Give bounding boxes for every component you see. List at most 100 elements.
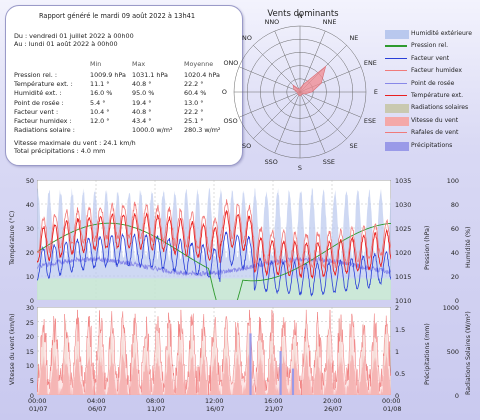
wind-rose-spoke bbox=[253, 45, 301, 93]
stats-row-5-min: 12.0 ° bbox=[90, 117, 110, 125]
stats-row-3-avg: 13.0 ° bbox=[184, 98, 204, 107]
pressure-tick: 1015 bbox=[395, 273, 412, 281]
temperature-tick: 10 bbox=[25, 273, 34, 281]
legend-swatch bbox=[385, 94, 407, 97]
legend-label: Radiations solaires bbox=[411, 104, 469, 112]
stats-row-2-max: 95.0 % bbox=[132, 89, 155, 98]
wind-rose-spoke bbox=[299, 91, 347, 139]
wind-direction-label: N bbox=[297, 12, 303, 20]
legend-label: Humidité extérieure bbox=[411, 30, 473, 37]
humidity-axis-label: Humidité (%) bbox=[465, 226, 472, 268]
legend-label: Précipitations bbox=[411, 141, 453, 149]
legend-label: Température ext. bbox=[411, 91, 464, 99]
pressure-tick: 1010 bbox=[395, 297, 412, 305]
column-header-avg: Moyenne bbox=[184, 60, 214, 68]
wind-direction-label: SO bbox=[242, 141, 252, 150]
wind-direction-label: NO bbox=[242, 34, 252, 43]
x-axis-date-tick: 01/07 bbox=[29, 405, 48, 413]
wind-rose-chart bbox=[233, 25, 367, 159]
stats-row-5-label: Facteur humidex : bbox=[14, 117, 72, 125]
temperature-tick: 30 bbox=[25, 225, 34, 233]
stats-row-3-max: 19.4 ° bbox=[132, 98, 152, 107]
precipitation-bar bbox=[279, 351, 282, 395]
x-axis-date-tick: 11/07 bbox=[147, 405, 166, 413]
wind-speed-tick: 30 bbox=[25, 304, 34, 312]
stats-row-6-max: 1000.0 w/m² bbox=[132, 126, 173, 135]
wind-speed-tick: 25 bbox=[25, 318, 34, 327]
x-axis-time-tick: 08:00 bbox=[146, 397, 165, 405]
wind-direction-label: NNO bbox=[264, 17, 280, 26]
solar-radiation-axis-label: Radiations Solaires (W/m²) bbox=[465, 311, 472, 395]
wind-rose-spoke bbox=[299, 30, 326, 93]
legend-item: Point de rosée bbox=[385, 78, 477, 90]
wind-rose-spoke bbox=[299, 91, 326, 154]
stats-row-1-max: 40.8 ° bbox=[132, 80, 152, 89]
wind-direction-label: OSO bbox=[223, 117, 238, 126]
temperature-tick: 20 bbox=[25, 249, 34, 257]
wind-max-text: Vitesse maximale du vent : 24.1 km/h bbox=[14, 139, 136, 147]
temperature-line bbox=[37, 209, 391, 279]
pressure-tick: 1035 bbox=[395, 177, 412, 185]
wind-direction-label: ESE bbox=[363, 117, 377, 126]
stats-row-0-label: Pression rel. : bbox=[14, 71, 57, 79]
column-header-min: Min bbox=[90, 60, 102, 68]
wind-rain-solar-chart bbox=[37, 307, 391, 395]
legend-swatch bbox=[385, 70, 407, 72]
legend-swatch bbox=[385, 82, 407, 84]
wind-direction-label: NE bbox=[349, 34, 359, 43]
wind-direction-label: SE bbox=[349, 141, 358, 150]
legend-swatch bbox=[385, 141, 409, 151]
legend-label: Rafales de vent bbox=[411, 129, 459, 137]
x-axis-time-tick: 16:00 bbox=[264, 397, 283, 405]
pressure-tick: 1020 bbox=[395, 249, 412, 257]
precipitation-tick: 2 bbox=[395, 304, 400, 312]
solar-radiation-tick: 1000 bbox=[442, 304, 459, 312]
humidex-line bbox=[37, 199, 391, 270]
wind-direction-label: NNE bbox=[322, 17, 337, 26]
stats-row-5-avg: 25.1 ° bbox=[184, 117, 204, 125]
stats-row-1-avg: 22.2 ° bbox=[184, 80, 204, 89]
legend-item: Facteur humidex bbox=[385, 65, 477, 77]
stats-row-3-label: Point de rosée : bbox=[14, 98, 64, 107]
x-axis-time-tick: 04:00 bbox=[87, 397, 106, 405]
legend-swatch bbox=[385, 57, 407, 59]
wind-chill-line bbox=[37, 231, 391, 297]
temperature-axis-label: Température (°C) bbox=[9, 210, 16, 265]
stats-row-1-min: 11.1 ° bbox=[90, 80, 110, 89]
stats-row-2-label: Humidité ext. : bbox=[14, 89, 62, 98]
humidity-tick: 20 bbox=[450, 273, 459, 281]
precipitation-tick: 1 bbox=[395, 348, 400, 356]
wind-speed-axis-label: Vitesse du vent (km/h) bbox=[9, 313, 16, 385]
x-axis-date-tick: 16/07 bbox=[206, 405, 225, 413]
humidity-lower-band bbox=[37, 278, 391, 300]
stats-row-4-max: 40.8 ° bbox=[132, 107, 152, 116]
stats-row-5-max: 43.4 ° bbox=[132, 117, 152, 125]
legend-swatch bbox=[385, 45, 407, 47]
legend-swatch bbox=[385, 104, 409, 114]
stats-row-2-min: 16.0 % bbox=[90, 89, 113, 98]
wind-speed-tick: 0 bbox=[29, 391, 34, 400]
x-axis-time-tick: 00:00 bbox=[382, 397, 401, 405]
legend-label: Point de rosée bbox=[411, 79, 455, 87]
humidity-tick: 40 bbox=[450, 249, 459, 257]
column-header-max: Max bbox=[132, 60, 146, 68]
x-axis-time-tick: 12:00 bbox=[205, 397, 224, 405]
x-axis-date-tick: 21/07 bbox=[265, 405, 284, 413]
stats-row-0-min: 1009.9 hPa bbox=[90, 71, 126, 79]
wind-rose-spoke bbox=[253, 91, 301, 139]
stats-row-3-min: 5.4 ° bbox=[90, 98, 106, 107]
wind-rose-title: Vents dominants bbox=[267, 9, 339, 19]
wind-direction-label: O bbox=[221, 88, 227, 96]
wind-direction-label: S bbox=[297, 164, 302, 172]
wind-gust-line bbox=[37, 309, 391, 395]
pressure-axis-label: Pression (hPa) bbox=[424, 225, 431, 270]
x-axis-date-tick: 01/08 bbox=[383, 405, 402, 413]
stats-row-1-label: Température ext. : bbox=[14, 80, 73, 89]
legend-swatch bbox=[385, 30, 409, 39]
precipitation-bar bbox=[249, 333, 252, 395]
humidity-tick: 80 bbox=[450, 201, 459, 209]
legend-item: Rafales de vent bbox=[385, 127, 477, 139]
solar-radiation-tick: 500 bbox=[446, 348, 459, 356]
temperature-tick: 40 bbox=[25, 201, 34, 209]
